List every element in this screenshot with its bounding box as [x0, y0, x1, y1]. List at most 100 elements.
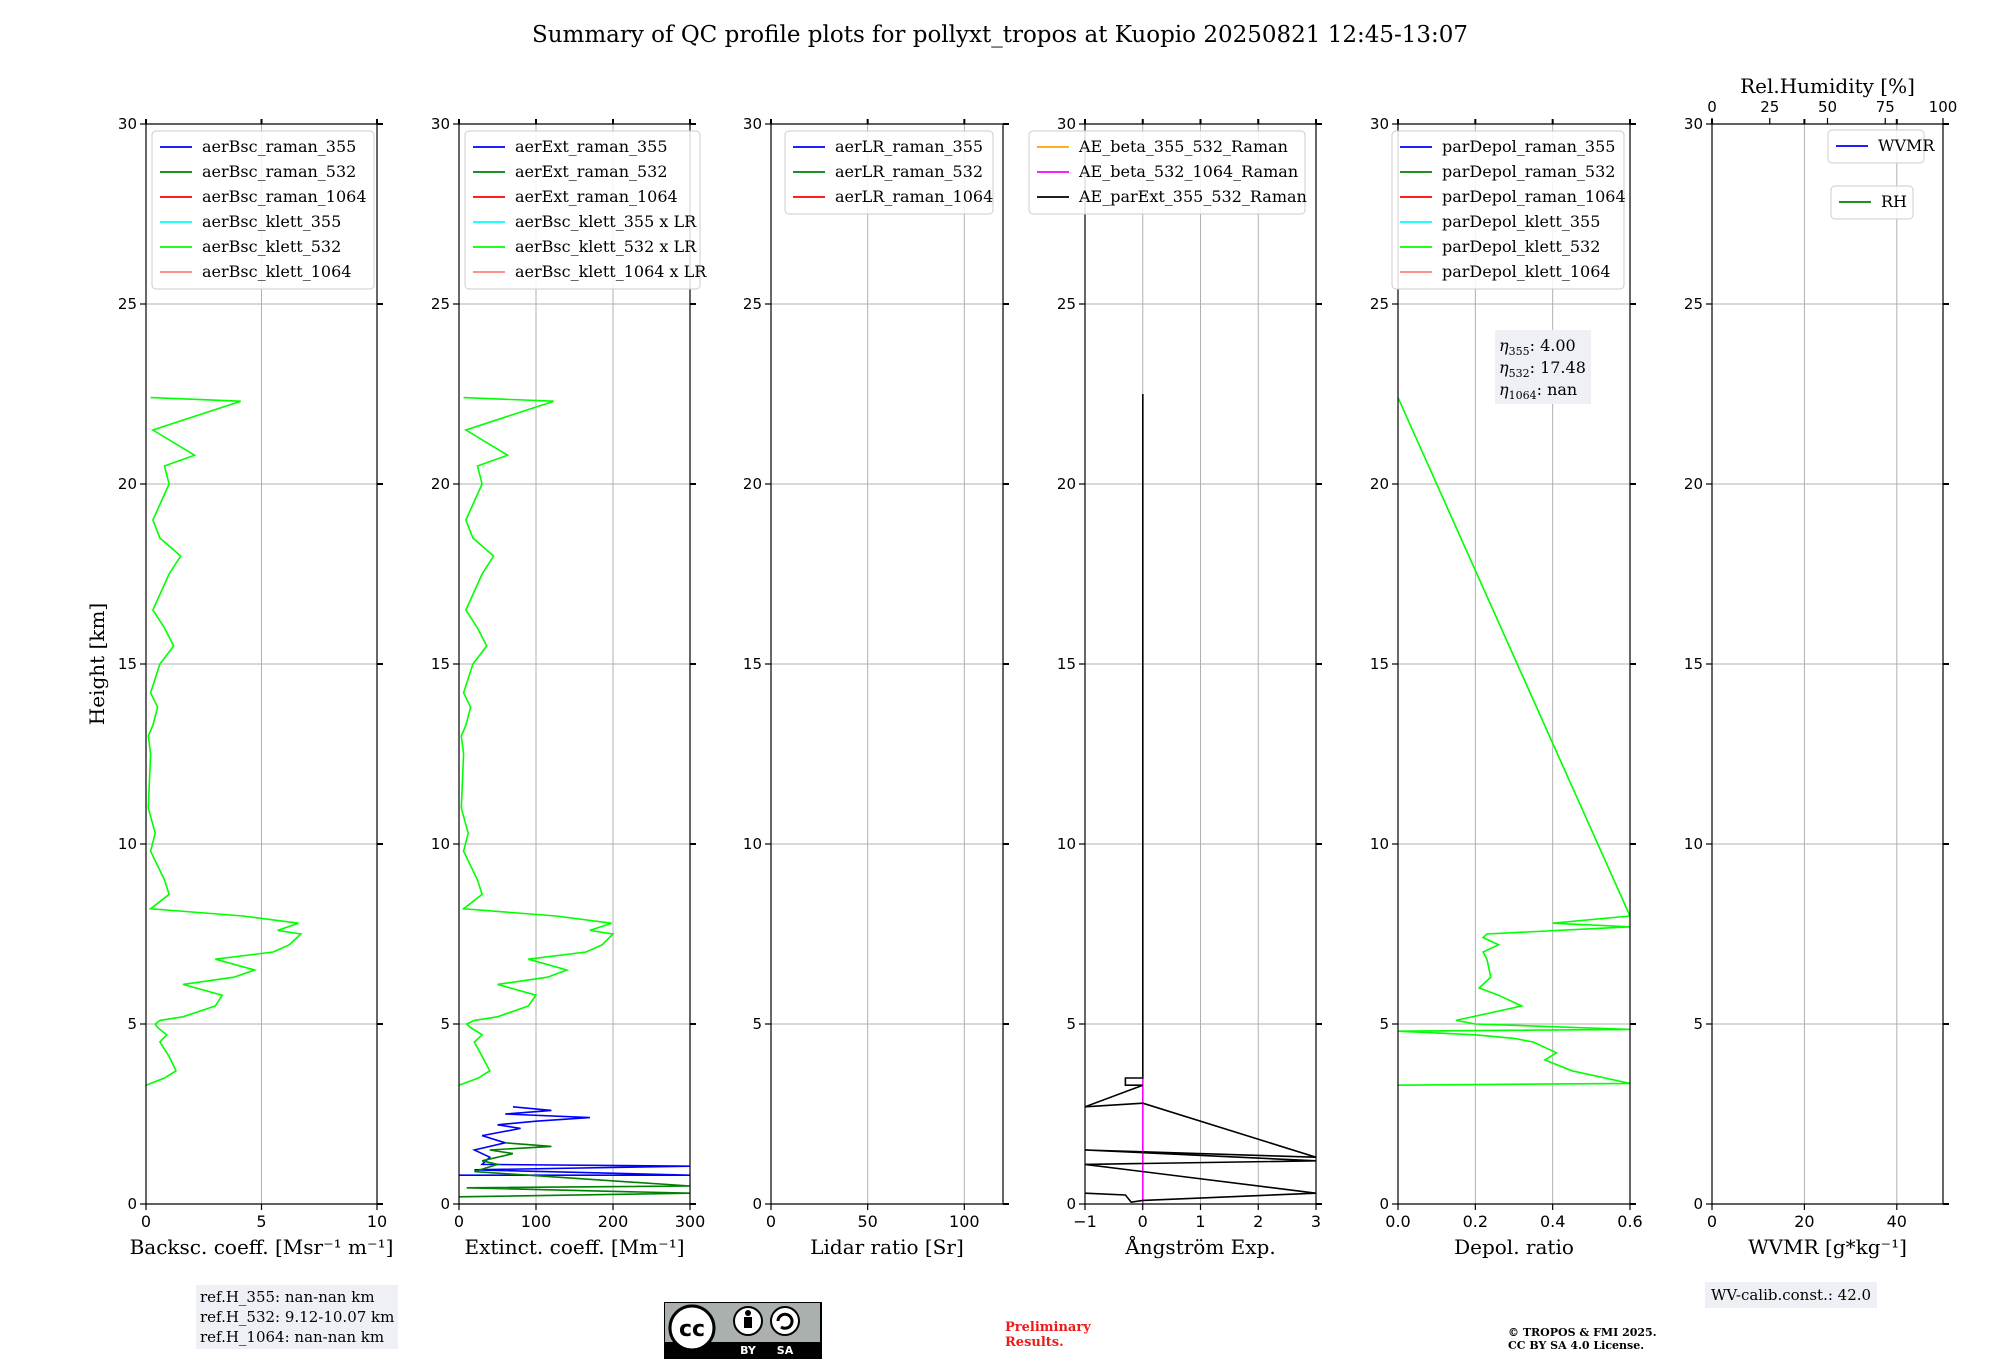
y-tick-label: 30: [1370, 115, 1389, 133]
eta-line: η1064: nan: [1499, 380, 1577, 402]
y-tick-label: 15: [431, 655, 450, 673]
y-tick-label: 15: [1684, 655, 1703, 673]
y-tick-label: 0: [1693, 1195, 1703, 1213]
x-tick-label: 20: [1794, 1212, 1814, 1231]
x-tick-label: 3: [1311, 1212, 1321, 1231]
y-tick-label: 30: [431, 115, 450, 133]
x-tick-label: 0.2: [1463, 1212, 1488, 1231]
legend-label: WVMR: [1878, 136, 1935, 155]
series-line-aerExt_raman_532: [459, 1142, 690, 1198]
copyright-note: © TROPOS & FMI 2025. CC BY SA 4.0 Licens…: [1508, 1326, 1657, 1352]
y-tick-label: 25: [1684, 295, 1703, 313]
y-tick-label: 20: [1370, 475, 1389, 493]
y-tick-label: 15: [1370, 655, 1389, 673]
refh-1064: ref.H_1064: nan-nan km: [200, 1328, 385, 1346]
x-tick-label: 0: [141, 1212, 151, 1231]
legend-label: parDepol_raman_355: [1442, 137, 1615, 156]
legend-label: parDepol_raman_1064: [1442, 187, 1626, 206]
legend-label: parDepol_klett_532: [1442, 237, 1600, 256]
preliminary-note: Preliminary Results.: [1005, 1320, 1091, 1350]
x-tick-label: 100: [521, 1212, 552, 1231]
y-tick-label: 25: [1370, 295, 1389, 313]
x-axis-label: Backsc. coeff. [Msr⁻¹ m⁻¹]: [130, 1235, 394, 1259]
y-tick-label: 0: [127, 1195, 137, 1213]
y-tick-label: 10: [1057, 835, 1076, 853]
y-tick-label: 15: [1057, 655, 1076, 673]
refh-532: ref.H_532: 9.12-10.07 km: [200, 1308, 395, 1326]
x-tick-label: 40: [1887, 1212, 1907, 1231]
y-tick-label: 20: [743, 475, 762, 493]
y-tick-label: 0: [1066, 1195, 1076, 1213]
preliminary-line2: Results.: [1005, 1335, 1064, 1350]
legend-frame: [1028, 130, 1306, 215]
legend-label: parDepol_raman_532: [1442, 162, 1615, 181]
y-tick-label: 5: [752, 1015, 762, 1033]
top-tick-label: 75: [1876, 98, 1895, 116]
y-tick-label: 5: [440, 1015, 450, 1033]
y-tick-label: 5: [127, 1015, 137, 1033]
refh-355: ref.H_355: nan-nan km: [200, 1288, 375, 1306]
y-tick-label: 5: [1693, 1015, 1703, 1033]
x-tick-label: 10: [367, 1212, 387, 1231]
x-axis-label: Extinct. coeff. [Mm⁻¹]: [464, 1235, 684, 1259]
series-group: [459, 396, 690, 1198]
preliminary-line1: Preliminary: [1005, 1320, 1091, 1335]
y-tick-label: 30: [1057, 115, 1076, 133]
series-group: [146, 396, 303, 1086]
series-group: [1085, 394, 1316, 1204]
legend-label: aerLR_raman_532: [835, 162, 983, 181]
y-tick-label: 10: [1370, 835, 1389, 853]
series-line-parDepol_klett_532: [1398, 397, 1630, 1086]
y-tick-label: 20: [118, 475, 137, 493]
y-axis-label: Height [km]: [85, 603, 109, 725]
top-tick-label: 100: [1929, 98, 1958, 116]
top-axis-label: Rel.Humidity [%]: [1740, 74, 1915, 98]
x-axis-label: WVMR [g*kg⁻¹]: [1748, 1235, 1907, 1259]
legend-label: aerBsc_klett_532 x LR: [515, 237, 697, 256]
y-tick-label: 15: [743, 655, 762, 673]
legend-label: aerBsc_klett_532: [202, 237, 341, 256]
legend-label: aerLR_raman_1064: [835, 187, 993, 206]
x-tick-label: 1: [1195, 1212, 1205, 1231]
y-tick-label: 5: [1379, 1015, 1389, 1033]
y-tick-label: 0: [752, 1195, 762, 1213]
wv-calib-box: WV-calib.const.: 42.0: [1705, 1282, 1878, 1308]
legend-label: aerExt_raman_1064: [515, 187, 678, 206]
y-tick-label: 10: [431, 835, 450, 853]
copyright-line1: © TROPOS & FMI 2025.: [1508, 1326, 1657, 1339]
y-tick-label: 10: [743, 835, 762, 853]
y-tick-label: 0: [440, 1195, 450, 1213]
x-tick-label: 0: [1707, 1212, 1717, 1231]
y-tick-label: 25: [118, 295, 137, 313]
eta-line: η355: 4.00: [1499, 336, 1576, 358]
x-tick-label: 0: [454, 1212, 464, 1231]
legend-label: aerExt_raman_355: [515, 137, 668, 156]
legend-frame: [464, 130, 701, 290]
x-tick-label: 0.6: [1617, 1212, 1642, 1231]
x-tick-label: 300: [675, 1212, 706, 1231]
y-tick-label: 20: [1684, 475, 1703, 493]
legend-label: parDepol_klett_355: [1442, 212, 1600, 231]
y-tick-label: 10: [1684, 835, 1703, 853]
x-tick-label: −1: [1073, 1212, 1097, 1231]
series-line-aerBsc_klett_532 x LR: [459, 396, 615, 1086]
legend-label: aerBsc_raman_355: [202, 137, 356, 156]
x-tick-label: 50: [857, 1212, 877, 1231]
panel-1: 0 5 10 15 20 25 30 0 5 10 Backsc. coeff. [Msr⁻¹ m⁻…: [118, 115, 393, 1259]
y-tick-label: 25: [743, 295, 762, 313]
x-tick-label: 5: [256, 1212, 266, 1231]
panel-5: 0 5 10 15 20 25 30 0.0 0.2 0.4 0.6 Depol. ratio parD…: [1370, 115, 1643, 1259]
series-group: [1398, 397, 1630, 1086]
series-line-aerBsc_klett_532: [146, 396, 303, 1086]
y-tick-label: 30: [1684, 115, 1703, 133]
legend-frame: [784, 130, 994, 215]
cc-icon: cc: [679, 1317, 705, 1342]
y-tick-label: 0: [1379, 1195, 1389, 1213]
copyright-line2: CC BY SA 4.0 License.: [1508, 1339, 1645, 1352]
y-tick-label: 30: [743, 115, 762, 133]
x-tick-label: 0.0: [1385, 1212, 1410, 1231]
